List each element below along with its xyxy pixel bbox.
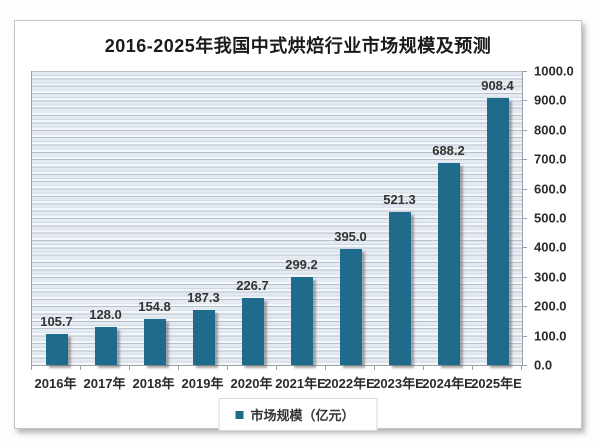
y-axis-tick-label: 900.0 [534,92,567,108]
y-axis-tick [522,335,527,337]
bar-value-label: 226.7 [236,278,269,294]
x-axis-label: 2021年E [275,376,326,391]
y-axis-tick [522,365,527,366]
legend: 市场规模（亿元） [218,398,378,431]
x-axis-label: 2017年 [83,376,126,391]
x-axis-tick [80,366,81,370]
legend-label: 市场规模（亿元） [250,408,355,423]
y-axis-tick [522,159,527,161]
x-axis-tick [521,366,522,370]
y-axis-tick [522,247,527,249]
x-axis-tick [31,366,32,370]
x-axis-label: 2022年E [324,376,375,391]
x-axis-label: 2023年E [373,376,424,391]
bar-value-label: 187.3 [187,289,220,305]
y-axis-tick [522,218,527,219]
x-axis-tick [472,366,473,370]
y-axis-tick-label: 800.0 [534,122,567,138]
bar [486,97,509,365]
legend-series-marker-icon [235,410,244,419]
x-axis-label: 2020年 [230,376,273,391]
chart-title: 2016-2025年我国中式烘焙行业市场规模及预测 [104,36,492,56]
bar-value-label: 908.4 [481,77,514,93]
bar-value-label: 105.7 [40,313,73,329]
y-axis-tick [522,100,527,102]
y-axis-tick-label: 500.0 [534,210,567,226]
x-axis-label: 2016年 [34,376,77,391]
y-axis-tick-label: 200.0 [534,298,567,314]
bar-value-label: 688.2 [432,142,465,158]
x-axis-tick [325,366,326,370]
x-axis-tick [227,366,228,370]
y-axis-tick [522,129,527,131]
y-axis-tick-label: 0.0 [534,357,553,373]
bar-value-label: 154.8 [138,299,171,315]
y-axis-tick-label: 300.0 [534,269,567,285]
x-axis-tick [423,366,424,370]
bar [45,333,68,365]
bar [241,298,264,365]
x-axis-tick [129,366,130,370]
bar-value-label: 299.2 [285,257,318,273]
bar [339,248,362,365]
y-axis-tick-label: 100.0 [534,328,567,344]
x-axis-tick [374,366,375,370]
x-axis-tick [178,366,179,370]
y-axis-tick [522,276,527,278]
bar [290,277,313,365]
y-axis-tick [522,71,527,72]
bar-value-label: 128.0 [89,307,122,323]
plot-area: 105.7 128.0 154.8 187.3 226.7 299.2 395.0 521.3… [31,71,523,366]
bar [143,319,166,365]
y-axis-tick-label: 600.0 [534,181,567,197]
bar-value-label: 395.0 [334,228,367,244]
chart-card: 2016-2025年我国中式烘焙行业市场规模及预测 105.7 128.0 154.… [14,20,582,431]
y-axis-tick-label: 1000.0 [534,63,574,79]
bar [94,327,117,365]
x-axis-label: 2025年E [471,376,522,391]
y-axis-tick-label: 700.0 [534,151,567,167]
x-axis-label: 2018年 [132,376,175,391]
x-axis-label: 2019年 [181,376,224,391]
y-axis-tick [522,188,527,190]
x-axis-label: 2024年E [422,376,473,391]
bar [437,162,460,365]
y-axis-tick [522,306,527,308]
bar-value-label: 521.3 [383,191,416,207]
bar [388,211,411,365]
y-axis-tick-label: 400.0 [534,239,567,255]
x-axis-tick [276,366,277,370]
bar [192,309,215,365]
